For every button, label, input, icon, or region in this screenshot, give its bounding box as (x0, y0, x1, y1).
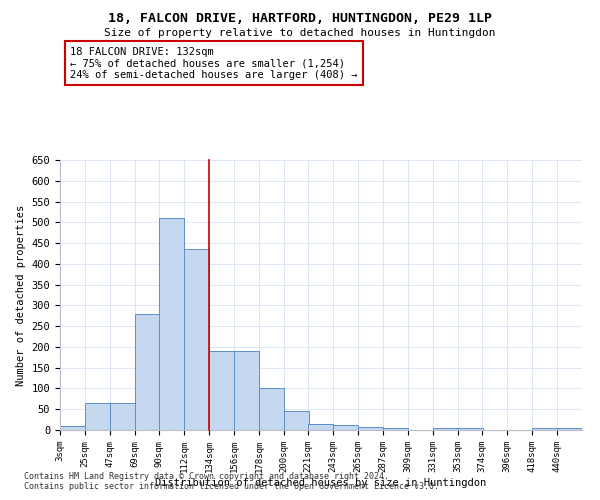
Bar (259, 388, 284, 430)
Bar (383, 428, 408, 430)
Text: 18 FALCON DRIVE: 132sqm
← 75% of detached houses are smaller (1,254)
24% of semi: 18 FALCON DRIVE: 132sqm ← 75% of detache… (70, 46, 358, 80)
Y-axis label: Number of detached properties: Number of detached properties (16, 204, 26, 386)
Bar (85, 403, 110, 430)
Bar (110, 403, 135, 430)
Bar (284, 411, 309, 430)
Bar (209, 351, 234, 430)
Bar (458, 428, 483, 430)
Bar (333, 425, 358, 430)
Bar (60, 426, 85, 430)
Text: Size of property relative to detached houses in Huntingdon: Size of property relative to detached ho… (104, 28, 496, 38)
X-axis label: Distribution of detached houses by size in Huntingdon: Distribution of detached houses by size … (155, 478, 487, 488)
Bar (433, 428, 458, 430)
Bar (532, 428, 557, 430)
Bar (234, 351, 259, 430)
Bar (159, 218, 184, 430)
Bar (135, 314, 160, 430)
Bar (184, 250, 209, 430)
Bar (358, 426, 383, 430)
Text: Contains HM Land Registry data © Crown copyright and database right 2024.: Contains HM Land Registry data © Crown c… (24, 472, 389, 481)
Text: Contains public sector information licensed under the Open Government Licence v3: Contains public sector information licen… (24, 482, 439, 491)
Bar (557, 428, 582, 430)
Bar (308, 424, 333, 430)
Text: 18, FALCON DRIVE, HARTFORD, HUNTINGDON, PE29 1LP: 18, FALCON DRIVE, HARTFORD, HUNTINGDON, … (108, 12, 492, 26)
